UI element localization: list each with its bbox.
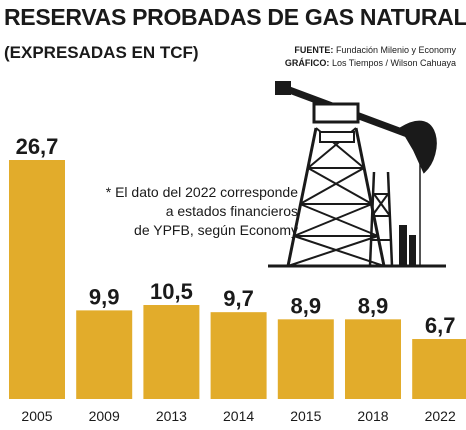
credits: FUENTE: Fundación Milenio y Economy GRÁF… bbox=[285, 44, 456, 70]
bar-2018 bbox=[345, 319, 401, 399]
category-label-2013: 2013 bbox=[156, 408, 187, 424]
oil-pumpjack-derrick-icon bbox=[268, 81, 446, 268]
category-label-2009: 2009 bbox=[89, 408, 120, 424]
category-label-2022: 2022 bbox=[425, 408, 456, 424]
category-label-2014: 2014 bbox=[223, 408, 254, 424]
chart-title: RESERVAS PROBADAS DE GAS NATURAL bbox=[4, 4, 466, 30]
value-label-2014: 9,7 bbox=[223, 286, 254, 311]
value-label-2022: 6,7 bbox=[425, 313, 456, 338]
bar-2015 bbox=[277, 319, 334, 399]
chart-subtitle: (EXPRESADAS EN TCF) bbox=[4, 43, 199, 62]
value-label-2018: 8,9 bbox=[358, 293, 389, 318]
graphic-label: GRÁFICO: bbox=[284, 58, 330, 68]
bar-2014 bbox=[210, 312, 267, 399]
source-text: Fundación Milenio y Economy bbox=[335, 45, 456, 55]
bar-2005 bbox=[9, 160, 65, 399]
category-label-2015: 2015 bbox=[290, 408, 321, 424]
bar-2022 bbox=[412, 339, 466, 399]
bar-2009 bbox=[76, 310, 133, 399]
annotation-line: * El dato del 2022 corresponde bbox=[105, 184, 298, 200]
source-label: FUENTE: bbox=[294, 45, 334, 55]
graphic-text: Los Tiempos / Wilson Cahuaya bbox=[331, 58, 456, 68]
category-label-2018: 2018 bbox=[357, 408, 388, 424]
category-label-2005: 2005 bbox=[21, 408, 52, 424]
source-line: FUENTE: Fundación Milenio y Economy bbox=[285, 44, 456, 57]
graphic-line: GRÁFICO: Los Tiempos / Wilson Cahuaya bbox=[285, 57, 456, 70]
chart-annotation: * El dato del 2022 corresponde a estados… bbox=[106, 183, 298, 240]
value-label-2005: 26,7 bbox=[16, 134, 59, 159]
value-label-2015: 8,9 bbox=[291, 293, 322, 318]
value-label-2009: 9,9 bbox=[89, 284, 120, 309]
value-label-2013: 10,5 bbox=[150, 279, 193, 304]
annotation-line: de YPFB, según Economy bbox=[134, 222, 298, 238]
annotation-line: a estados financieros bbox=[165, 203, 298, 219]
bar-2013 bbox=[143, 305, 200, 399]
